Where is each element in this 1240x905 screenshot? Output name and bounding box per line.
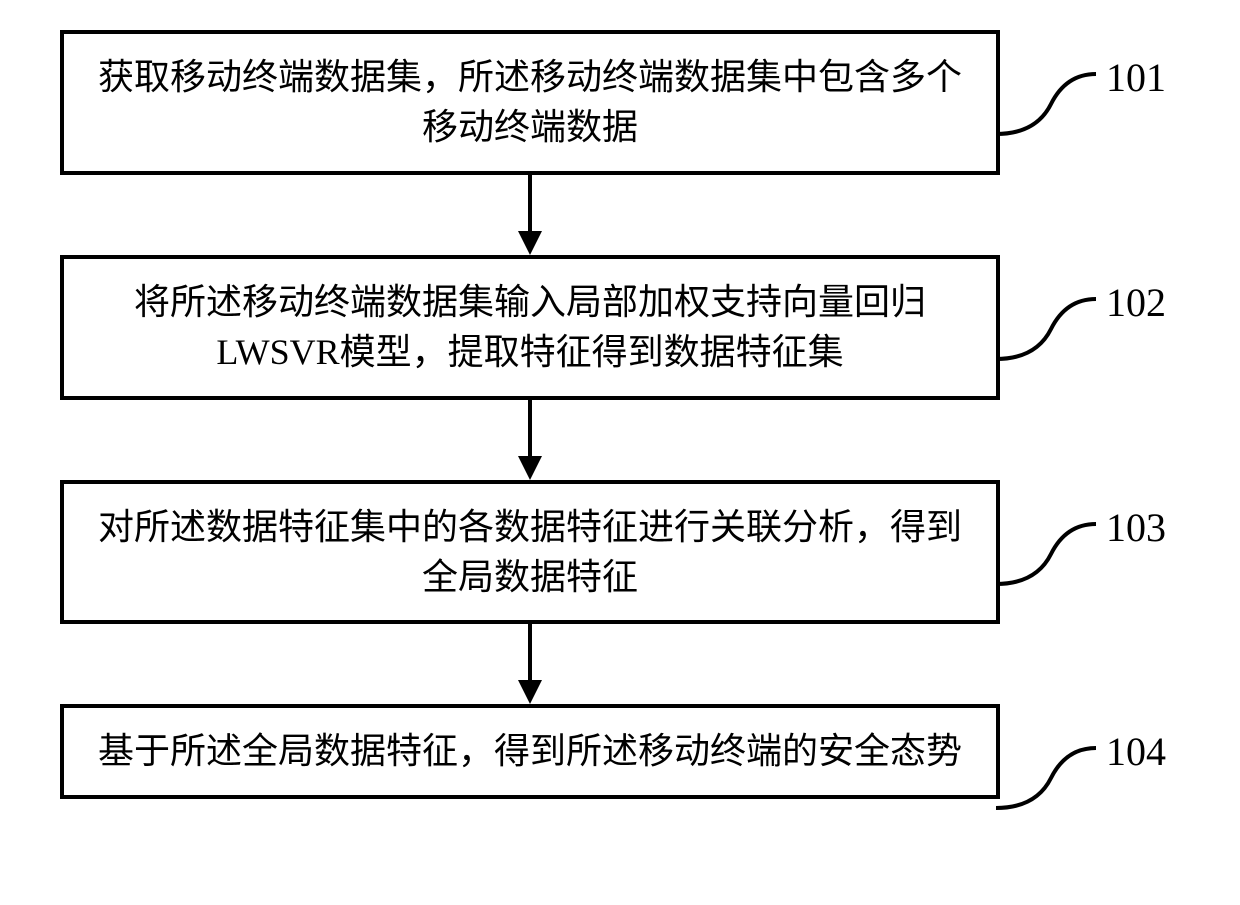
- flow-step-101: 获取移动终端数据集，所述移动终端数据集中包含多个移动终端数据 101: [60, 30, 1000, 175]
- flow-step-text: 基于所述全局数据特征，得到所述移动终端的安全态势: [98, 726, 962, 776]
- flow-step-text: 将所述移动终端数据集输入局部加权支持向量回归LWSVR模型，提取特征得到数据特征…: [84, 277, 976, 378]
- connector-curve-icon: [996, 64, 1106, 154]
- flow-arrow: [60, 624, 1000, 704]
- flow-arrow: [60, 175, 1000, 255]
- connector-curve-icon: [996, 514, 1106, 604]
- flow-step-103: 对所述数据特征集中的各数据特征进行关联分析，得到全局数据特征 103: [60, 480, 1000, 625]
- flow-step-label: 101: [1106, 54, 1166, 101]
- arrow-down-icon: [510, 175, 550, 255]
- flow-step-label: 104: [1106, 728, 1166, 775]
- flow-step-text: 对所述数据特征集中的各数据特征进行关联分析，得到全局数据特征: [84, 502, 976, 603]
- flowchart-container: 获取移动终端数据集，所述移动终端数据集中包含多个移动终端数据 101 将所述移动…: [60, 30, 1180, 799]
- flow-step-104: 基于所述全局数据特征，得到所述移动终端的安全态势 104: [60, 704, 1000, 798]
- flow-step-label: 103: [1106, 504, 1166, 551]
- flow-step-text: 获取移动终端数据集，所述移动终端数据集中包含多个移动终端数据: [84, 52, 976, 153]
- arrow-down-icon: [510, 400, 550, 480]
- flow-step-102: 将所述移动终端数据集输入局部加权支持向量回归LWSVR模型，提取特征得到数据特征…: [60, 255, 1000, 400]
- connector-curve-icon: [996, 738, 1106, 828]
- flow-step-label: 102: [1106, 279, 1166, 326]
- flow-arrow: [60, 400, 1000, 480]
- connector-curve-icon: [996, 289, 1106, 379]
- arrow-down-icon: [510, 624, 550, 704]
